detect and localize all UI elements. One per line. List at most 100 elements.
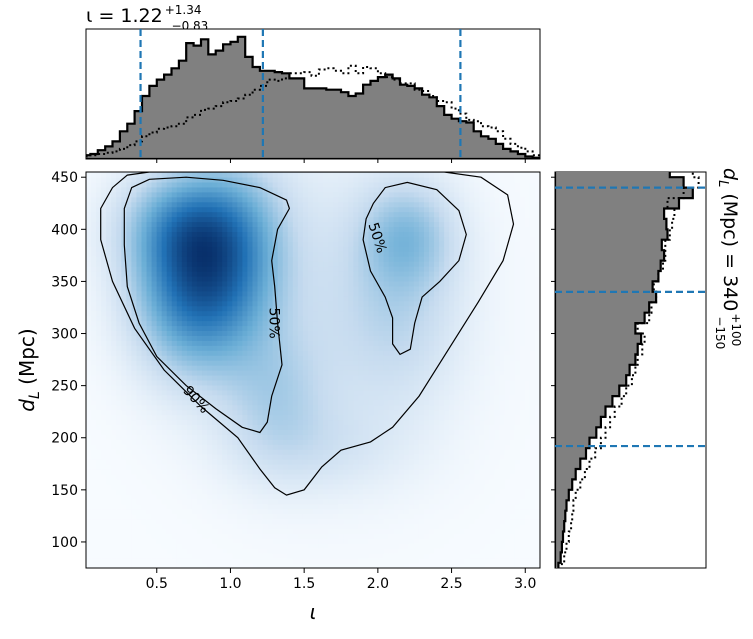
density-cell	[182, 306, 188, 312]
density-cell	[96, 296, 102, 302]
density-cell	[192, 504, 198, 510]
density-cell	[308, 469, 314, 475]
density-cell	[318, 558, 324, 564]
density-cell	[121, 504, 127, 510]
density-cell	[333, 246, 339, 252]
density-cell	[384, 434, 390, 440]
density-cell	[268, 509, 274, 515]
density-cell	[252, 533, 258, 539]
density-cell	[348, 474, 354, 480]
density-cell	[141, 400, 147, 406]
density-cell	[96, 330, 102, 336]
density-cell	[343, 192, 349, 198]
density-cell	[263, 291, 269, 297]
density-cell	[348, 489, 354, 495]
density-cell	[338, 519, 344, 525]
density-cell	[258, 276, 264, 282]
density-cell	[232, 217, 238, 223]
density-cell	[278, 424, 284, 430]
density-cell	[202, 509, 208, 515]
density-cell	[197, 543, 203, 549]
density-cell	[101, 509, 107, 515]
density-cell	[384, 321, 390, 327]
density-cell	[368, 380, 374, 386]
density-cell	[242, 311, 248, 317]
density-cell	[192, 459, 198, 465]
density-cell	[333, 494, 339, 500]
density-cell	[111, 246, 117, 252]
density-cell	[263, 538, 269, 544]
density-cell	[197, 192, 203, 198]
density-cell	[384, 454, 390, 460]
density-cell	[187, 558, 193, 564]
density-cell	[222, 350, 228, 356]
density-cell	[152, 548, 158, 554]
density-cell	[252, 207, 258, 213]
density-cell	[172, 316, 178, 322]
density-cell	[394, 514, 400, 520]
density-cell	[121, 281, 127, 287]
density-cell	[268, 291, 274, 297]
density-cell	[91, 528, 97, 534]
density-cell	[308, 558, 314, 564]
density-cell	[131, 266, 137, 272]
density-cell	[212, 187, 218, 193]
density-cell	[358, 276, 364, 282]
density-cell	[157, 494, 163, 500]
density-cell	[136, 499, 142, 505]
density-cell	[202, 380, 208, 386]
density-cell	[177, 558, 183, 564]
density-cell	[177, 271, 183, 277]
density-cell	[273, 444, 279, 450]
density-cell	[152, 424, 158, 430]
density-cell	[384, 464, 390, 470]
density-cell	[318, 439, 324, 445]
density-cell	[358, 514, 364, 520]
density-cell	[374, 365, 380, 371]
density-cell	[363, 375, 369, 381]
density-cell	[242, 519, 248, 525]
density-cell	[227, 375, 233, 381]
density-cell	[217, 345, 223, 351]
density-cell	[298, 296, 304, 302]
density-cell	[384, 523, 390, 529]
density-cell	[394, 454, 400, 460]
density-cell	[328, 424, 334, 430]
density-cell	[237, 222, 243, 228]
density-cell	[131, 236, 137, 242]
density-cell	[333, 375, 339, 381]
density-cell	[343, 449, 349, 455]
density-cell	[353, 306, 359, 312]
density-cell	[348, 212, 354, 218]
density-cell	[177, 528, 183, 534]
density-cell	[323, 251, 329, 257]
density-cell	[278, 499, 284, 505]
density-cell	[283, 251, 289, 257]
density-cell	[268, 528, 274, 534]
density-cell	[252, 523, 258, 529]
density-cell	[111, 449, 117, 455]
density-cell	[348, 434, 354, 440]
density-cell	[86, 370, 92, 376]
density-cell	[116, 434, 122, 440]
density-cell	[358, 281, 364, 287]
density-cell	[192, 301, 198, 307]
density-cell	[86, 395, 92, 401]
density-cell	[192, 271, 198, 277]
density-cell	[162, 504, 168, 510]
density-cell	[318, 202, 324, 208]
density-cell	[227, 236, 233, 242]
density-cell	[303, 439, 309, 445]
density-cell	[141, 509, 147, 515]
density-cell	[222, 390, 228, 396]
density-cell	[192, 444, 198, 450]
density-cell	[106, 212, 112, 218]
density-cell	[116, 553, 122, 559]
density-cell	[368, 335, 374, 341]
density-cell	[313, 236, 319, 242]
density-cell	[187, 434, 193, 440]
density-cell	[167, 231, 173, 237]
density-cell	[116, 226, 122, 232]
density-cell	[96, 405, 102, 411]
density-cell	[283, 385, 289, 391]
